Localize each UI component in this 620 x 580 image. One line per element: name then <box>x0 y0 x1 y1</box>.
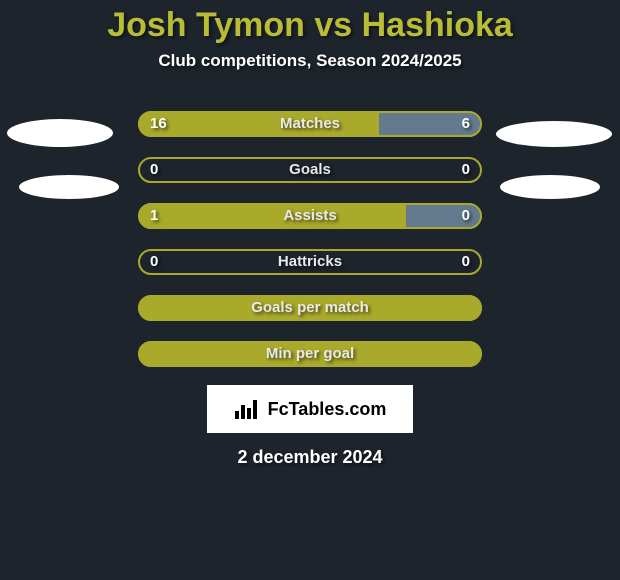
footer-date: 2 december 2024 <box>0 447 620 468</box>
stat-row: 00Hattricks <box>0 239 620 285</box>
stat-row: Min per goal <box>0 331 620 377</box>
logo-text: FcTables.com <box>268 399 387 420</box>
stat-label: Hattricks <box>138 249 482 275</box>
stat-label: Matches <box>138 111 482 137</box>
stat-label: Assists <box>138 203 482 229</box>
stat-row: 00Goals <box>0 147 620 193</box>
page-title: Josh Tymon vs Hashioka <box>0 0 620 45</box>
comparison-chart: 166Matches00Goals10Assists00Hattricks Goa… <box>0 101 620 377</box>
stat-row: 166Matches <box>0 101 620 147</box>
stat-label: Min per goal <box>138 341 482 367</box>
stat-label: Goals <box>138 157 482 183</box>
logo-box: FcTables.com <box>207 385 413 433</box>
logo-bars-icon <box>234 399 262 419</box>
stat-row: Goals per match <box>0 285 620 331</box>
page-subtitle: Club competitions, Season 2024/2025 <box>0 51 620 71</box>
stat-label: Goals per match <box>138 295 482 321</box>
stat-row: 10Assists <box>0 193 620 239</box>
